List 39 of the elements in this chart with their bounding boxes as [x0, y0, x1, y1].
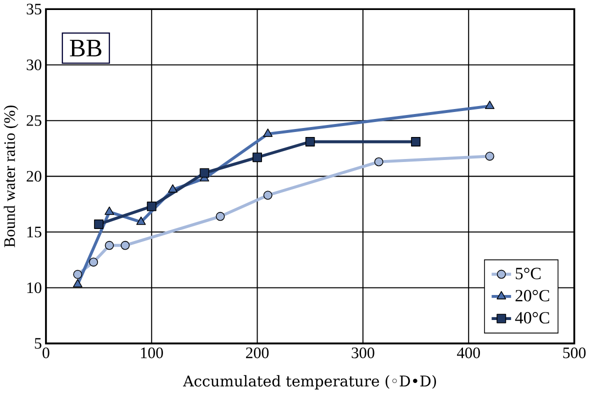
point: [72, 278, 82, 288]
point: [89, 257, 98, 266]
point: [200, 168, 210, 178]
point: [411, 136, 420, 146]
point: [305, 136, 315, 146]
x-tick-label: 500: [563, 347, 586, 358]
y-tick-label: 10: [27, 282, 42, 293]
point: [374, 157, 384, 166]
point: [94, 219, 104, 229]
point: [263, 128, 273, 137]
legend-label: 5°C: [516, 268, 541, 280]
y-tick-label: 5: [34, 338, 42, 349]
x-tick-label: 0: [42, 347, 50, 358]
point: [136, 216, 146, 225]
y-tick-label: 15: [27, 226, 42, 238]
point: [120, 240, 130, 250]
point: [104, 206, 114, 215]
x-tick-label: 100: [141, 347, 163, 358]
x-axis-title: Accumulated temperature (◦D•D): [182, 375, 436, 390]
annotation: BB: [70, 40, 102, 56]
point: [146, 202, 156, 211]
y-tick-label: 25: [26, 115, 42, 126]
y-tick-label: 20: [26, 170, 42, 182]
legend-label: 40°C: [515, 312, 550, 324]
point: [485, 152, 494, 161]
y-tick-label: 35: [26, 4, 42, 14]
y-tick-label: 30: [26, 59, 42, 70]
point: [252, 152, 262, 162]
point: [263, 190, 272, 200]
x-tick-label: 400: [456, 347, 480, 358]
point: [216, 212, 225, 221]
legend-label: 20°C: [516, 290, 550, 302]
point: [485, 100, 494, 109]
point: [104, 240, 114, 250]
x-tick-label: 200: [246, 347, 269, 358]
y-axis-title: Bound water ratio (%): [4, 105, 18, 248]
point: [73, 270, 82, 279]
point: [168, 184, 178, 192]
x-tick-label: 300: [352, 347, 374, 358]
